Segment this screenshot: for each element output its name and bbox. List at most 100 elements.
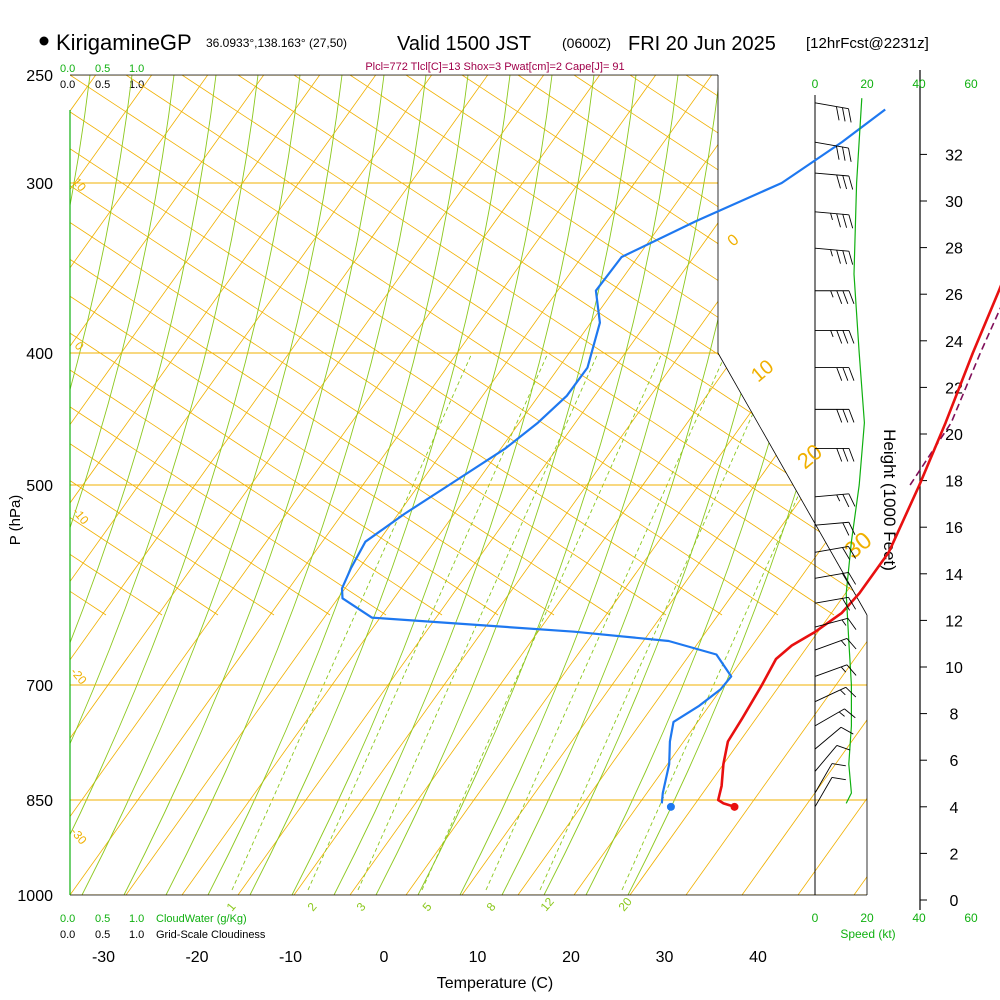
wind-barb-flag	[848, 409, 855, 423]
dry-adiabat-line	[853, 75, 867, 616]
mixing-ratio-line	[621, 352, 863, 891]
mixing-ratio-line	[539, 352, 781, 891]
dry-adiabat-label: 10	[747, 356, 778, 387]
top-cloudwater-tick: 0.0	[60, 63, 75, 75]
isotherm-line	[70, 75, 211, 895]
wind-barb-flag	[848, 597, 857, 610]
dry-adiabat-line	[461, 75, 867, 616]
pressure-tick-label: 700	[26, 678, 53, 695]
wind-barb-flag	[848, 147, 852, 162]
wind-barb-flag	[840, 666, 847, 673]
mixing-ratio-label: 12	[538, 894, 558, 913]
surface-dewpoint-dot	[666, 802, 675, 811]
height-tick-label: 6	[950, 753, 959, 770]
isotherm-line	[853, 75, 867, 895]
wind-barb-flag	[842, 290, 849, 304]
dry-adiabat-line	[293, 75, 867, 616]
wind-barb-flag	[840, 726, 854, 735]
temperature-tick-label: 20	[562, 949, 580, 966]
isotherm-line	[685, 75, 867, 895]
wind-barb-flag	[838, 711, 845, 717]
wind-barb-flag	[830, 249, 833, 257]
speed-axis-title: Speed (kt)	[840, 927, 895, 941]
wind-barb	[814, 777, 833, 808]
dry-adiabat-line	[517, 75, 867, 616]
moist-adiabat-label: -10	[70, 505, 92, 528]
wind-barb-flag	[830, 290, 834, 298]
wind-barb	[814, 745, 838, 772]
wind-barb-flag	[846, 638, 857, 650]
forecast-info: [12hrFcst@2231z]	[806, 35, 929, 52]
isotherm-line	[0, 0, 42, 895]
isotherm-line	[70, 75, 155, 895]
pressure-tick-label: 250	[26, 68, 53, 85]
isotherm-line	[70, 75, 715, 895]
dry-adiabat-line	[181, 75, 867, 616]
wind-barb-flag	[842, 547, 851, 560]
dry-adiabat-line	[573, 75, 867, 616]
height-axis-title: Height (1000 Feet)	[880, 429, 899, 571]
pressure-tick-label: 300	[26, 176, 53, 193]
station-dot-icon	[39, 36, 49, 46]
dry-adiabat-line	[125, 75, 867, 616]
mixing-ratio-line	[421, 352, 663, 891]
mixing-ratio-label: 1	[224, 900, 239, 914]
top-cloudiness-tick: 0.5	[95, 79, 110, 91]
valid-utc: (0600Z)	[562, 35, 611, 51]
pressure-tick-label: 1000	[17, 888, 53, 905]
dry-adiabat-line	[70, 75, 387, 616]
bottom-cloudiness-tick: 1.0	[129, 929, 144, 941]
wind-barb-flag	[836, 174, 841, 189]
wind-barb	[814, 708, 845, 727]
wind-barb-flag	[848, 448, 855, 462]
speed-tick-label-top: 20	[860, 77, 874, 91]
wind-barb-flag	[848, 572, 857, 585]
wind-barb-flag	[836, 213, 841, 228]
temperature-tick-label: -30	[92, 949, 115, 966]
isotherm-line	[741, 75, 867, 895]
mixing-ratio-label: 8	[484, 900, 499, 914]
isotherm-line	[70, 75, 323, 895]
height-tick-label: 32	[945, 147, 963, 164]
mixing-ratio-label: 3	[354, 900, 369, 914]
speed-tick-label-top: 40	[912, 77, 926, 91]
wind-barb-flag	[848, 493, 856, 507]
top-cloudiness-tick: 1.0	[129, 79, 144, 91]
wind-barb-flag	[842, 214, 848, 228]
parcel-path-line	[909, 307, 1000, 486]
isotherm-line	[629, 75, 867, 895]
wind-barb-flag	[836, 367, 843, 381]
temperature-line	[716, 284, 1000, 809]
wind-speed-line	[845, 98, 866, 804]
dry-adiabat-label: 0	[725, 231, 743, 250]
dry-adiabat-label: 20	[792, 439, 827, 474]
isotherm-line	[70, 75, 435, 895]
wind-barb-flag	[841, 619, 847, 626]
wind-barb	[814, 141, 849, 149]
wind-barb	[814, 686, 847, 703]
bottom-cloudiness-tick: 0.0	[60, 929, 75, 941]
wind-barb-flag	[840, 640, 847, 647]
height-tick-label: 10	[945, 660, 963, 677]
wind-barb-flag	[842, 522, 850, 536]
wind-barb-flag	[848, 330, 855, 344]
wind-barb-flag	[836, 448, 843, 462]
wind-barb-flag	[831, 776, 846, 781]
wind-barb-flag	[842, 409, 849, 423]
dry-adiabat-line	[70, 75, 499, 616]
temperature-tick-label: 10	[469, 949, 487, 966]
wind-barb-flag	[835, 106, 840, 121]
wind-barb-flag	[848, 214, 854, 229]
wind-barb-flag	[842, 250, 848, 265]
isotherm-line	[70, 75, 659, 895]
dry-adiabat-line	[70, 75, 555, 616]
speed-tick-label-top: 0	[812, 77, 819, 91]
bottom-cloudwater-tick: 0.0	[60, 913, 75, 925]
wind-barb	[814, 172, 849, 177]
temperature-tick-label: 30	[656, 949, 674, 966]
frame-skew	[717, 352, 868, 616]
dry-adiabat-line	[70, 75, 219, 616]
wind-barb-flag	[845, 686, 857, 698]
